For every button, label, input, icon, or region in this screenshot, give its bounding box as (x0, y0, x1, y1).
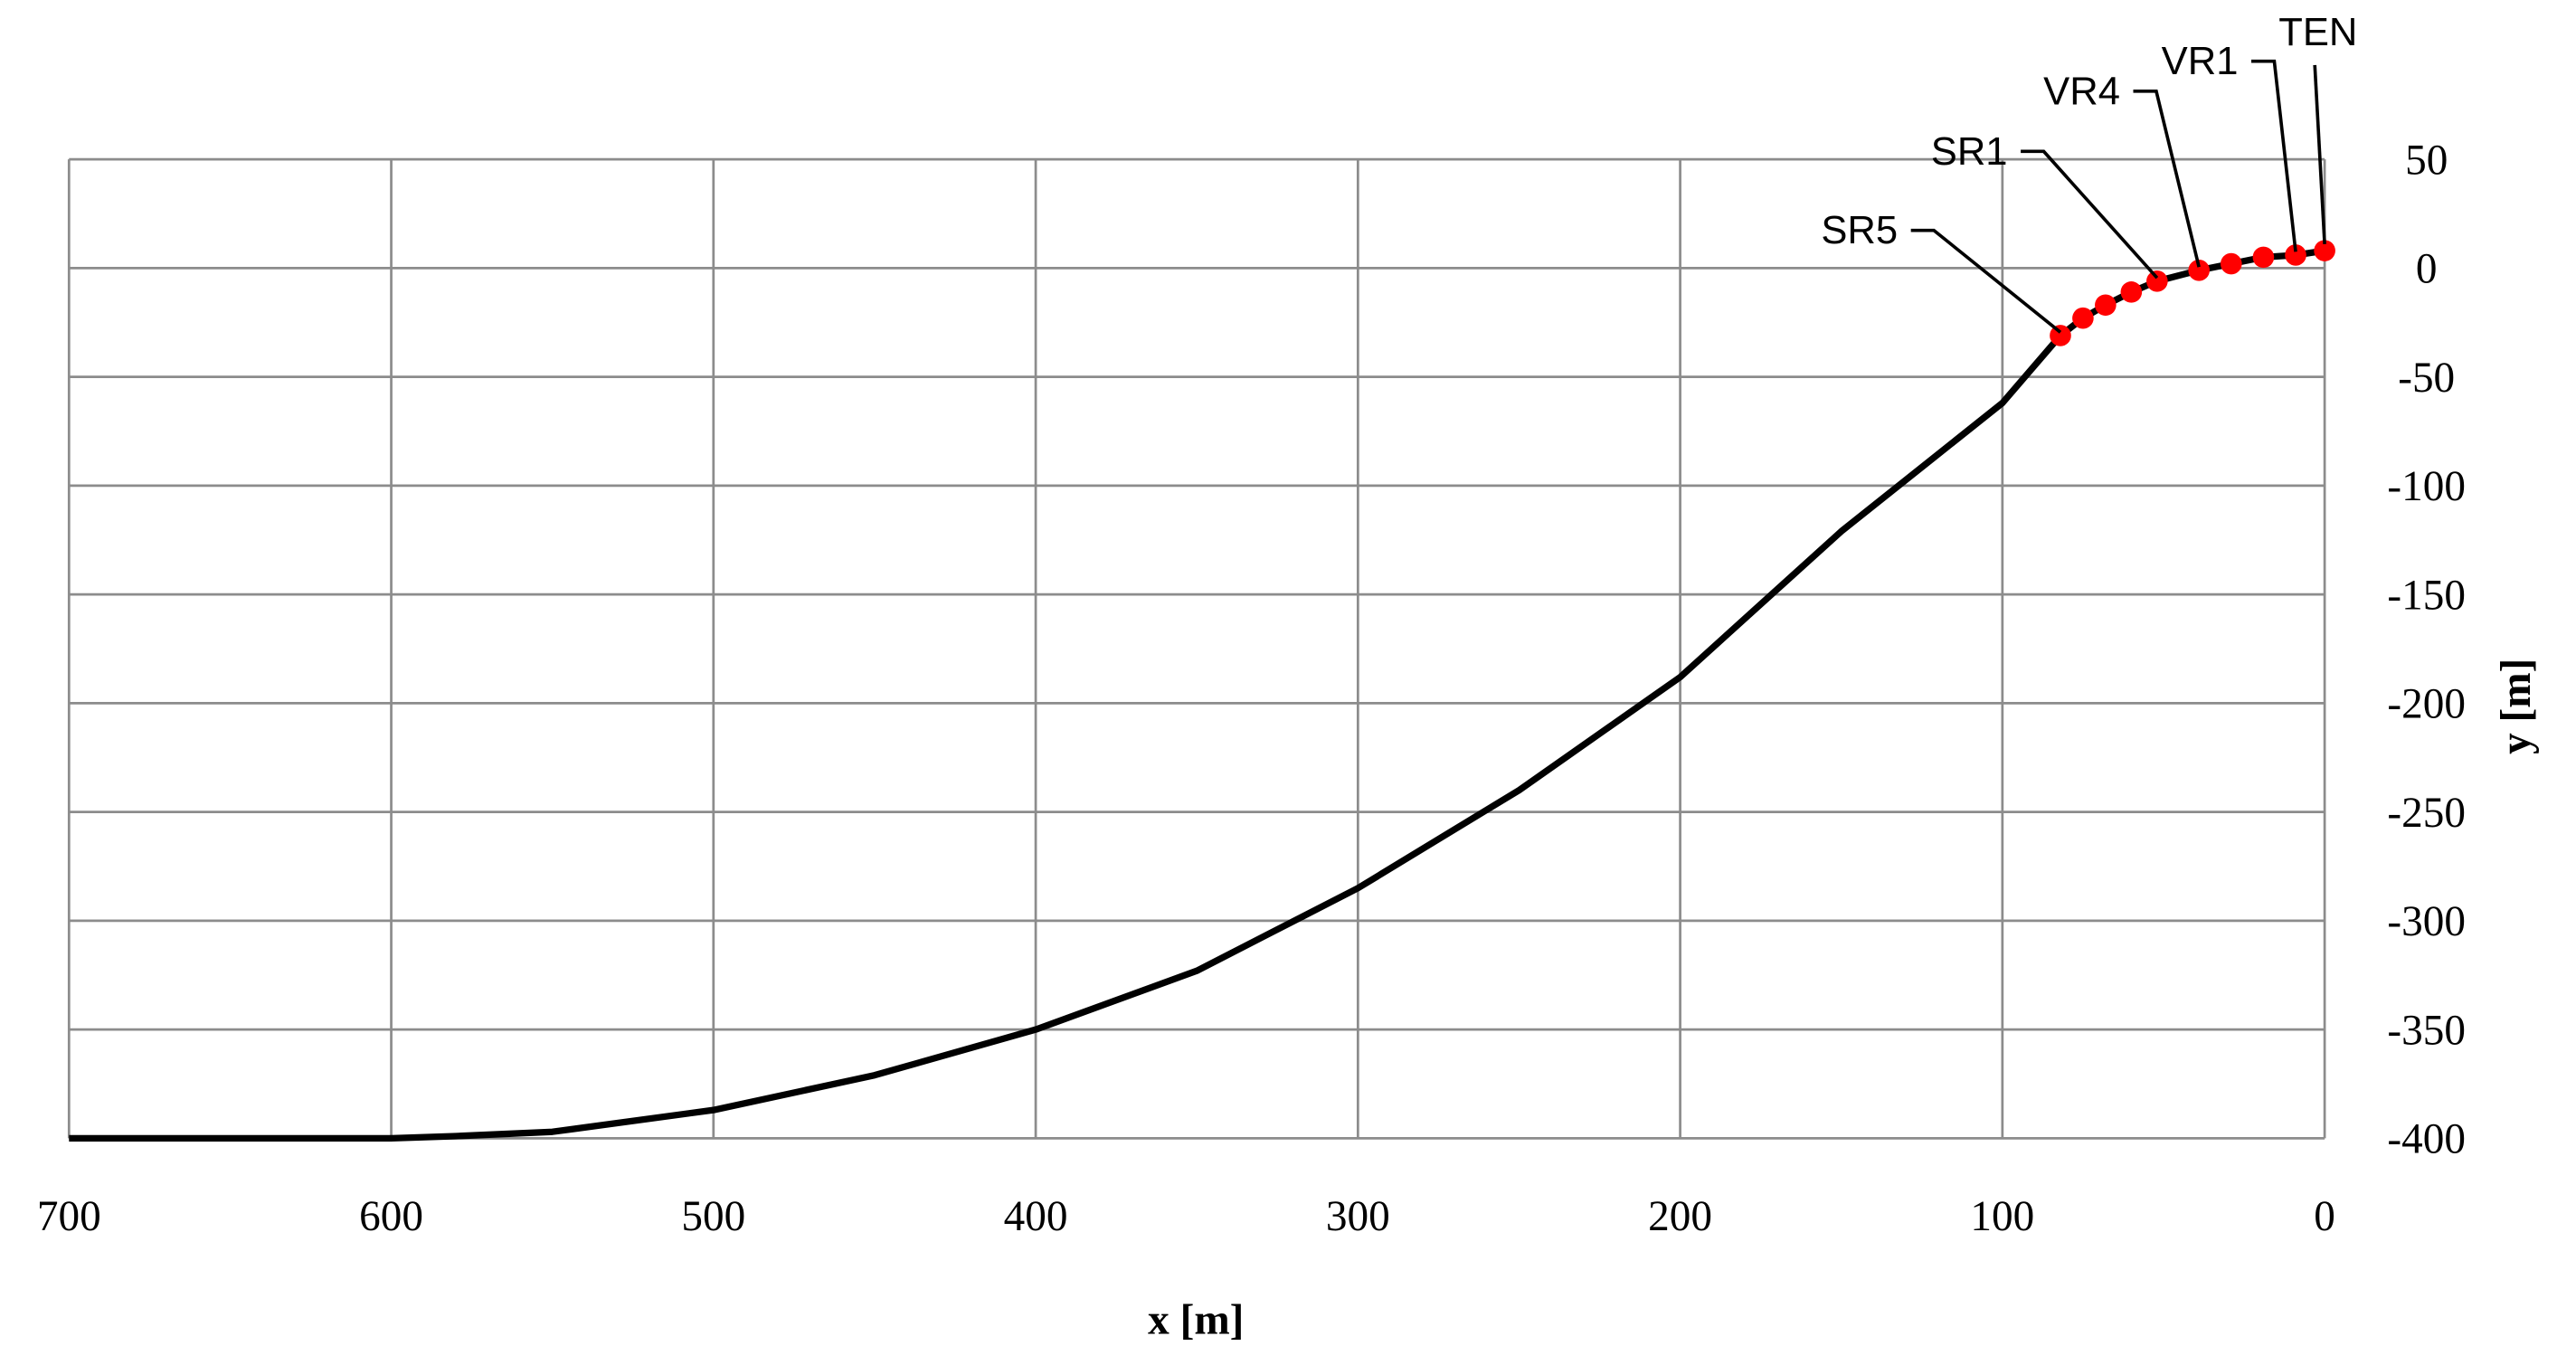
y-tick-label: 0 (2416, 246, 2438, 293)
annotation-leader (2133, 90, 2201, 268)
y-tick-label: -100 (2387, 463, 2466, 510)
annotation-label: VR4 (2043, 70, 2120, 113)
data-point (2095, 294, 2117, 317)
x-tick-label: 100 (1970, 1193, 2034, 1240)
annotation-label: TEN (2278, 11, 2357, 54)
data-point (2285, 244, 2306, 266)
x-tick-label: 500 (681, 1193, 745, 1240)
data-point (2050, 325, 2071, 346)
annotation-label: VR1 (2162, 40, 2239, 83)
x-axis-title: x [m] (1148, 1297, 1244, 1344)
annotation-leader (2313, 64, 2326, 244)
y-tick-label: -250 (2387, 790, 2466, 837)
x-tick-label: 700 (37, 1193, 101, 1240)
y-tick-label: -350 (2387, 1008, 2466, 1055)
x-tick-label: 0 (2314, 1193, 2335, 1240)
annotation-label: SR5 (1821, 209, 1898, 252)
x-tick-label: 600 (359, 1193, 423, 1240)
data-point (2220, 252, 2242, 275)
annotation-leader (2021, 149, 2159, 280)
y-tick-label: -200 (2387, 681, 2466, 728)
data-point (2072, 307, 2094, 329)
data-line (69, 247, 2325, 1142)
annotation-label: SR1 (1931, 130, 2008, 174)
annotation-leader (2250, 59, 2297, 252)
data-point (2314, 240, 2335, 261)
y-tick-label: -150 (2387, 572, 2466, 619)
y-tick-label: -50 (2398, 355, 2455, 402)
data-point (2120, 281, 2143, 303)
x-tick-label: 300 (1326, 1193, 1390, 1240)
data-point (2188, 259, 2210, 281)
y-tick-label: 50 (2405, 137, 2448, 184)
data-point (2252, 246, 2275, 269)
y-axis-title: y [m] (2493, 659, 2540, 754)
y-tick-label: -400 (2387, 1116, 2466, 1163)
x-tick-label: 200 (1648, 1193, 1712, 1240)
y-tick-label: -300 (2387, 898, 2466, 945)
x-tick-label: 400 (1004, 1193, 1068, 1240)
data-point (2146, 270, 2168, 292)
annotation-leader (1910, 228, 2062, 334)
